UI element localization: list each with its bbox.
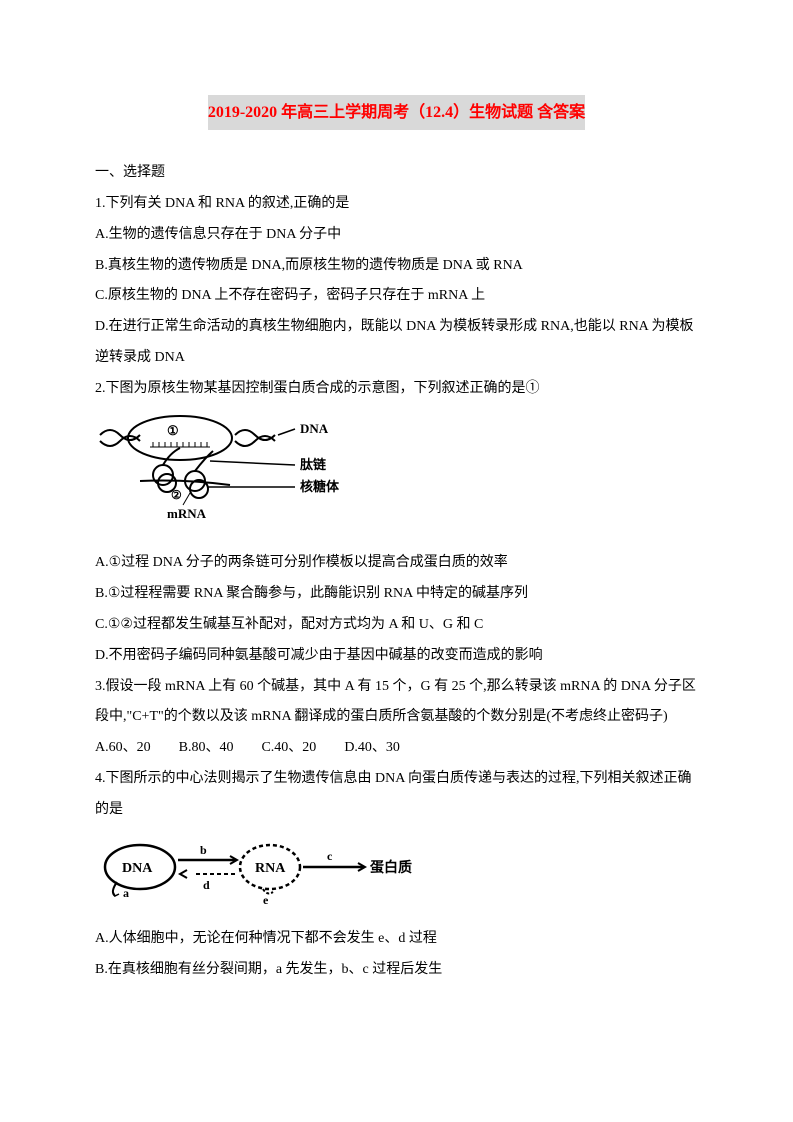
q4-label-b: b (200, 843, 207, 857)
q2-option-b: B.①过程程需要 RNA 聚合酶参与，此酶能识别 RNA 中特定的碱基序列 (95, 579, 698, 610)
q1-option-d: D.在进行正常生命活动的真核生物细胞内，既能以 DNA 为模板转录形成 RNA,… (95, 312, 698, 374)
q3-stem: 3.假设一段 mRNA 上有 60 个碱基，其中 A 有 15 个，G 有 25… (95, 672, 698, 734)
q3-option-b: B.80、40 (179, 733, 234, 764)
q4-label-protein: 蛋白质 (370, 859, 412, 876)
q4-option-a: A.人体细胞中，无论在何种情况下都不会发生 e、d 过程 (95, 924, 698, 955)
q4-label-dna: DNA (122, 861, 153, 876)
q4-label-c: c (327, 849, 333, 863)
q4-label-rna: RNA (255, 861, 286, 876)
q2-stem: 2.下图为原核生物某基因控制蛋白质合成的示意图，下列叙述正确的是① (95, 374, 698, 405)
page-title: 2019-2020 年高三上学期周考（12.4）生物试题 含答案 (208, 95, 585, 130)
diagram-label-mrna: mRNA (167, 506, 207, 521)
diagram-label-ribosome: 核糖体 (300, 479, 340, 494)
q3-option-d: D.40、30 (344, 733, 400, 764)
q2-option-c: C.①②过程都发生碱基互补配对，配对方式均为 A 和 U、G 和 C (95, 610, 698, 641)
q4-diagram: DNA a b d RNA e c 蛋白质 (95, 834, 698, 917)
q2-diagram: ① DNA ② 肽链 核糖体 mRNA (95, 413, 698, 541)
q3-option-a: A.60、20 (95, 733, 151, 764)
q3-option-c: C.40、20 (261, 733, 316, 764)
q2-option-d: D.不用密码子编码同种氨基酸可减少由于基因中碱基的改变而造成的影响 (95, 641, 698, 672)
section-heading: 一、选择题 (95, 158, 698, 189)
q4-label-e: e (263, 893, 269, 904)
q1-option-a: A.生物的遗传信息只存在于 DNA 分子中 (95, 220, 698, 251)
diagram-label-circ1: ① (167, 423, 179, 438)
diagram-label-dna: DNA (300, 421, 329, 436)
q4-option-b: B.在真核细胞有丝分裂间期，a 先发生，b、c 过程后发生 (95, 955, 698, 986)
q4-stem: 4.下图所示的中心法则揭示了生物遗传信息由 DNA 向蛋白质传递与表达的过程,下… (95, 764, 698, 826)
diagram-label-circ2: ② (171, 488, 182, 502)
diagram-label-peptide: 肽链 (300, 457, 327, 472)
q4-label-d: d (203, 878, 210, 892)
q1-stem: 1.下列有关 DNA 和 RNA 的叙述,正确的是 (95, 189, 698, 220)
q4-label-a: a (123, 886, 129, 900)
q2-option-a: A.①过程 DNA 分子的两条链可分别作模板以提高合成蛋白质的效率 (95, 548, 698, 579)
q1-option-c: C.原核生物的 DNA 上不存在密码子，密码子只存在于 mRNA 上 (95, 281, 698, 312)
q1-option-b: B.真核生物的遗传物质是 DNA,而原核生物的遗传物质是 DNA 或 RNA (95, 251, 698, 282)
